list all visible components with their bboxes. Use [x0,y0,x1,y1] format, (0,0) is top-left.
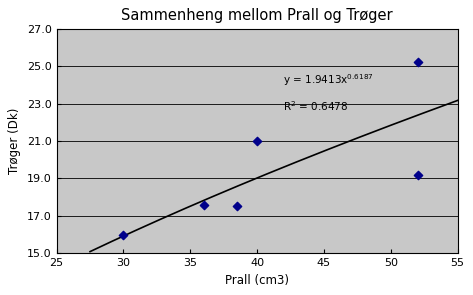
Text: y = 1.9413x$^{0.6187}$: y = 1.9413x$^{0.6187}$ [283,72,374,88]
Title: Sammenheng mellom Prall og Trøger: Sammenheng mellom Prall og Trøger [122,8,393,23]
Point [254,139,261,143]
Point [414,60,421,65]
Point [414,172,421,177]
Point [200,202,208,207]
Point [120,232,127,237]
Text: R$^{2}$ = 0.6478: R$^{2}$ = 0.6478 [283,99,348,113]
Y-axis label: Trøger (Dk): Trøger (Dk) [9,108,21,174]
Point [233,204,241,209]
X-axis label: Prall (cm3): Prall (cm3) [225,274,289,287]
